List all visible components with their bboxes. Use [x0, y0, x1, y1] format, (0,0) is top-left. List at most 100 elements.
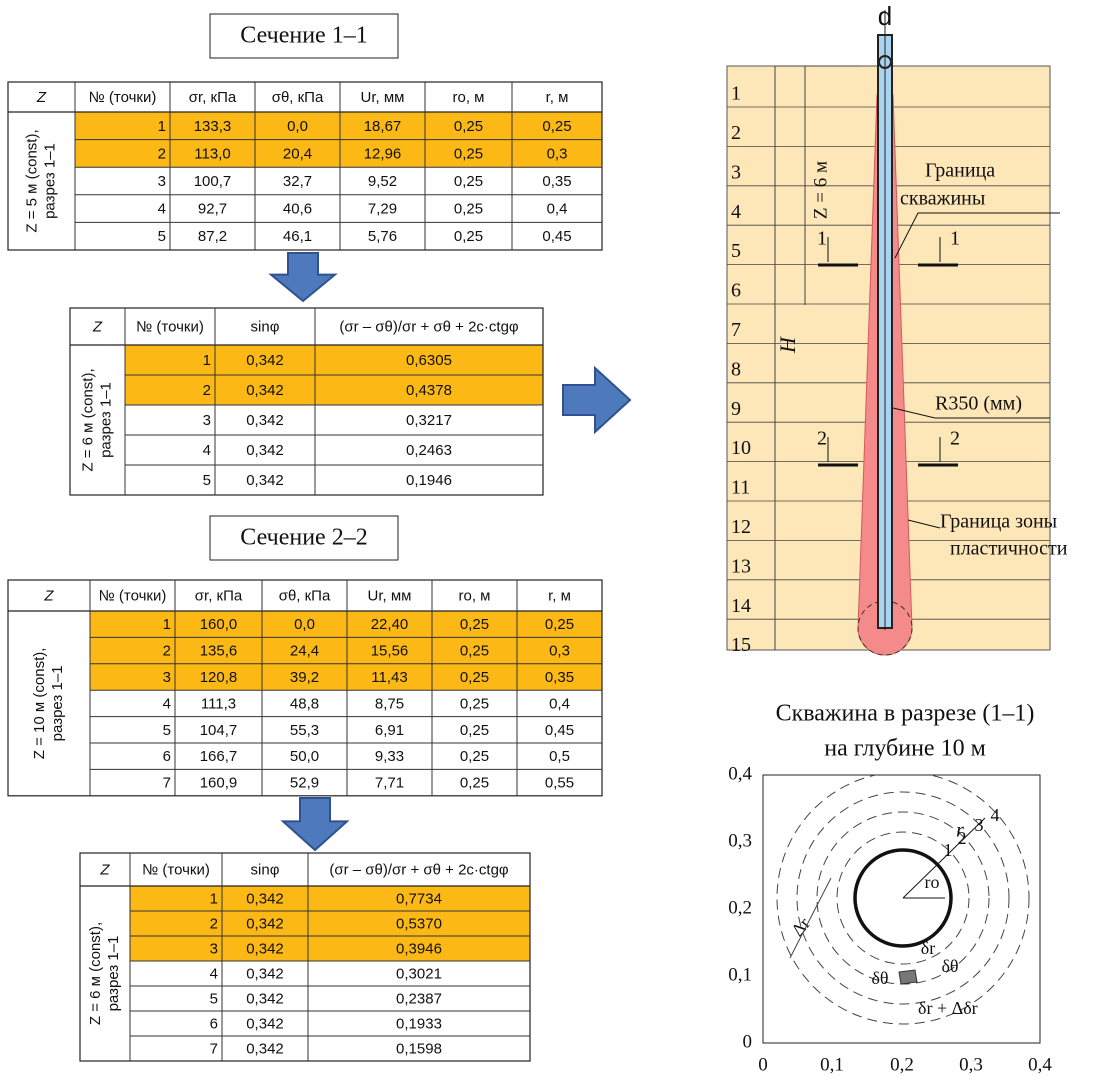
arrow: [283, 798, 347, 850]
plastic-label: Граница зоны: [940, 511, 1057, 533]
delta-theta-label: δθ: [871, 968, 888, 988]
cell: 5,76: [368, 228, 397, 245]
highlight-row: [75, 112, 602, 140]
z-label: Z = 10 м (const),: [31, 648, 48, 760]
layer-number: 1: [731, 83, 741, 105]
x-tick-label: 0: [758, 1054, 768, 1075]
cell: 1: [158, 118, 166, 135]
cell: 0,4: [547, 201, 568, 218]
cell: 0,342: [246, 940, 284, 957]
highlight-row: [125, 345, 543, 375]
cell: 1: [163, 616, 171, 633]
layer-number: 5: [731, 240, 741, 262]
header-cell: r, м: [548, 587, 571, 604]
cell: 0,3: [549, 643, 570, 660]
cell: 0,5370: [396, 915, 442, 932]
cell: 0,25: [460, 695, 489, 712]
cell: 39,2: [290, 669, 319, 686]
point-label: 3: [975, 815, 984, 835]
cell: 92,7: [198, 201, 227, 218]
cell: 7: [210, 1040, 218, 1057]
x-tick-label: 0,2: [890, 1054, 914, 1075]
highlight-row: [75, 140, 602, 168]
cell: 104,7: [200, 722, 238, 739]
delta-r-label: δr: [921, 938, 935, 958]
cell: 0,25: [454, 201, 483, 218]
section-label: 1: [950, 228, 960, 250]
y-tick-label: 0,2: [728, 897, 752, 918]
cell: 0,25: [460, 643, 489, 660]
cell: 40,6: [283, 201, 312, 218]
cell: 0,0: [287, 118, 308, 135]
z-label: разрез 1–1: [49, 665, 66, 741]
cell: 2: [210, 915, 218, 932]
element: [899, 970, 917, 984]
cell: 0,1946: [406, 472, 452, 489]
cell: 0,25: [454, 173, 483, 190]
layer-number: 3: [731, 161, 741, 183]
plastic-label: пластичности: [950, 538, 1068, 560]
section-label: 2: [817, 428, 827, 450]
x-tick-label: 0,3: [959, 1054, 983, 1075]
cell: 9,33: [375, 748, 404, 765]
cell: 5: [203, 472, 211, 489]
cell: 1: [210, 890, 218, 907]
cell: 7,71: [375, 775, 404, 792]
header-cell: № (точки): [99, 587, 167, 604]
cell: 5: [210, 990, 218, 1007]
cell: 46,1: [283, 228, 312, 245]
delta-r-plus-label: δr + Δδr: [918, 998, 978, 1018]
layer-number: 8: [731, 358, 741, 380]
cell: 0,6305: [406, 352, 452, 369]
cell: 5: [163, 722, 171, 739]
depth-label: Z = 6 м: [810, 161, 831, 219]
well-boundary-label: Граница: [925, 160, 995, 182]
header-cell: r, м: [546, 89, 569, 106]
header-cell: σθ, кПа: [272, 89, 324, 106]
cell: 0,342: [246, 472, 284, 489]
cell: 18,67: [364, 118, 402, 135]
y-tick-label: 0,1: [728, 964, 752, 985]
cell: 166,7: [200, 748, 238, 765]
cell: 8,75: [375, 695, 404, 712]
cell: 133,3: [194, 118, 232, 135]
header-cell: rо, м: [459, 587, 491, 604]
cell: 0,25: [460, 748, 489, 765]
cell: 0,0: [294, 616, 315, 633]
z-label: разрез 1–1: [97, 382, 114, 458]
figure: Сечение 1–1Z№ (точки)σr, кПаσθ, кПаUr, м…: [0, 0, 1100, 1077]
header-cell: Ur, мм: [368, 587, 412, 604]
cell: 0,342: [246, 1015, 284, 1032]
header-cell: σr, кПа: [189, 89, 237, 106]
cell: 0,342: [246, 890, 284, 907]
cell: 11,43: [371, 669, 407, 686]
cell: 50,0: [290, 748, 319, 765]
cell: 120,8: [200, 669, 238, 686]
section-label: 1: [817, 228, 827, 250]
layer-number: 9: [731, 398, 741, 420]
cell: 0,3: [547, 145, 568, 162]
z-label: Z = 6 м (const),: [79, 368, 96, 471]
cell: 160,0: [200, 616, 238, 633]
cell: 0,2387: [396, 990, 442, 1007]
cell: 0,5: [549, 748, 570, 765]
layer-number: 7: [731, 319, 741, 341]
cell: 52,9: [290, 775, 319, 792]
cell: 2: [158, 145, 166, 162]
cell: 4: [158, 201, 166, 218]
cell: 6: [210, 1015, 218, 1032]
header-cell: σr, кПа: [195, 587, 243, 604]
cell: 12,96: [364, 145, 402, 162]
header-cell: № (точки): [142, 861, 210, 878]
top-label: d: [878, 1, 892, 31]
cell: 0,25: [460, 722, 489, 739]
cell: 0,55: [545, 775, 574, 792]
header-cell: Z: [36, 89, 47, 106]
cell: 6: [163, 748, 171, 765]
highlight-row: [130, 886, 530, 911]
cell: 4: [203, 442, 211, 459]
header-cell: (σr – σθ)/σr + σθ + 2c·ctgφ: [339, 318, 519, 335]
well-boundary-label: скважины: [900, 188, 985, 210]
header-cell: rо, м: [453, 89, 485, 106]
cell: 20,4: [283, 145, 312, 162]
